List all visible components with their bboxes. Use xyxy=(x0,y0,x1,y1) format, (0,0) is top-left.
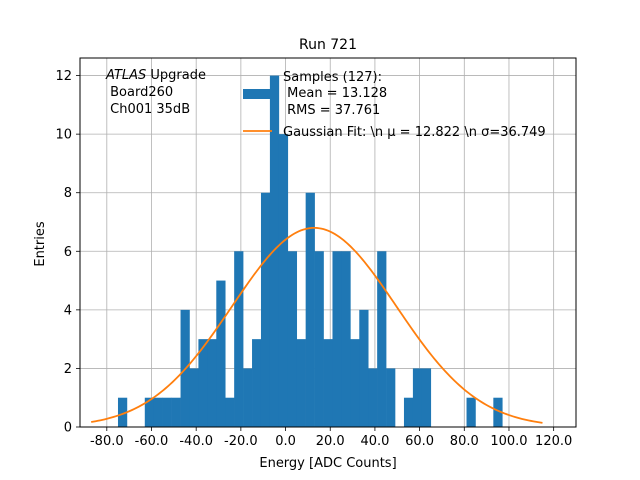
y-axis-label: Entries xyxy=(33,221,48,267)
x-tick-label: 40.0 xyxy=(360,434,389,449)
y-tick-label: 6 xyxy=(64,245,72,260)
histogram-bar xyxy=(234,251,244,427)
histogram-bar xyxy=(207,339,217,427)
x-tick-label: -20.0 xyxy=(224,434,258,449)
chart-title: Run 721 xyxy=(299,37,357,53)
histogram-bar xyxy=(153,397,163,427)
histogram-bar xyxy=(403,397,414,427)
gaussian-fit-line xyxy=(91,226,543,424)
annotation-atlas: ATLAS xyxy=(105,68,146,83)
histogram-bar xyxy=(287,251,298,427)
y-tick-label: 0 xyxy=(64,421,72,436)
x-tick-label: 20.0 xyxy=(316,434,345,449)
histogram-bar xyxy=(466,397,476,427)
legend-fit-label: Gaussian Fit: \n μ = 12.822 \n σ=36.749 xyxy=(283,125,546,140)
histogram-bar xyxy=(171,397,181,427)
annotation-upgrade: Upgrade xyxy=(146,68,206,83)
annotation-line-3: Ch001 35dB xyxy=(106,102,190,117)
x-tick-label: 80.0 xyxy=(450,434,479,449)
gaussian-fit-curve-group xyxy=(91,226,543,424)
x-tick-label: -60.0 xyxy=(135,434,169,449)
y-tick-label: 8 xyxy=(64,186,72,201)
legend-samples-line-3: RMS = 37.761 xyxy=(283,103,380,118)
histogram-bar xyxy=(412,368,423,427)
x-tick-label: 120.0 xyxy=(535,434,572,449)
histogram-bar xyxy=(278,134,289,427)
histogram-bar xyxy=(189,368,199,427)
histogram-bar xyxy=(493,397,503,427)
plot-frame xyxy=(79,57,577,428)
histogram-bar xyxy=(314,251,324,427)
axis-ticks: -80.0 -60.0 -40.0 -20.0 0.0 20.0 40.0 60.0 80.0 1… xyxy=(55,69,572,449)
y-tick-label: 10 xyxy=(55,128,72,143)
legend-samples-swatch xyxy=(243,89,272,99)
histogram-bar xyxy=(216,280,226,427)
x-tick-label: 0.0 xyxy=(275,434,296,449)
histogram-bar xyxy=(323,339,333,427)
histogram-bar xyxy=(305,192,315,427)
x-tick-label: 60.0 xyxy=(405,434,434,449)
histogram-bar xyxy=(117,397,128,427)
histogram-bar xyxy=(162,397,172,427)
x-tick-label: 100.0 xyxy=(490,434,527,449)
histogram-bar xyxy=(386,368,396,427)
y-tick-label: 4 xyxy=(64,303,72,318)
histogram-bar xyxy=(225,397,235,427)
histogram-bar xyxy=(252,339,262,427)
y-tick-label: 12 xyxy=(55,69,72,84)
legend-samples-line-1: Samples (127): xyxy=(283,70,382,85)
histogram-bar xyxy=(332,251,342,427)
x-axis-label: Energy [ADC Counts] xyxy=(259,456,396,471)
histogram-bar xyxy=(359,309,369,427)
histogram-bar xyxy=(421,368,432,427)
histogram-bar xyxy=(260,192,271,427)
legend: Samples (127): Mean = 13.128 RMS = 37.76… xyxy=(243,70,546,140)
atlas-annotation: ATLAS Upgrade Board260 Ch001 35dB xyxy=(105,68,206,117)
histogram-bar xyxy=(377,251,387,427)
x-tick-label: -80.0 xyxy=(90,434,124,449)
histogram-bars xyxy=(117,75,503,428)
histogram-bar xyxy=(144,397,155,427)
histogram-bar xyxy=(243,368,253,427)
annotation-line-1: ATLAS Upgrade xyxy=(105,68,206,83)
x-tick-label: -40.0 xyxy=(179,434,213,449)
histogram-bar xyxy=(350,339,360,427)
histogram-bar xyxy=(198,339,208,427)
legend-samples-line-2: Mean = 13.128 xyxy=(283,86,387,101)
histogram-bar xyxy=(269,75,280,428)
y-tick-label: 2 xyxy=(64,362,72,377)
annotation-line-2: Board260 xyxy=(106,85,173,100)
histogram-bar xyxy=(368,368,378,427)
histogram-bar xyxy=(341,251,351,427)
histogram-bar xyxy=(296,339,306,427)
